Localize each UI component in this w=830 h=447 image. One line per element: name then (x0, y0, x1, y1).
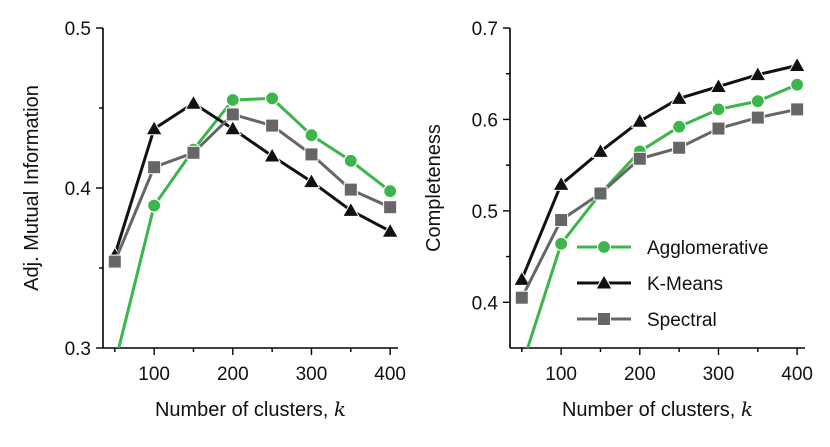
x-tick-label: 100 (138, 364, 170, 385)
data-point (514, 290, 529, 305)
data-point (672, 140, 687, 155)
data-point (512, 270, 531, 286)
x-tick-label: 100 (545, 364, 577, 385)
data-point (108, 358, 121, 371)
data-point (672, 119, 687, 134)
chart-completeness: 100 200 300 400 0.4 0.5 0.6 0.7 Number of cluste… (423, 19, 813, 421)
data-point (304, 147, 319, 162)
y-tick-label: 0.4 (472, 293, 499, 314)
data-point (748, 65, 767, 82)
data-point (147, 160, 162, 175)
legend-marker (595, 273, 613, 290)
data-point (343, 153, 358, 168)
series-line (520, 64, 798, 281)
data-point (225, 92, 240, 108)
data-point (670, 89, 688, 105)
legend-marker (596, 239, 612, 255)
data-point (265, 91, 280, 106)
y-tick-label: 0.5 (472, 202, 498, 223)
data-point (383, 200, 398, 215)
legend-label: Agglomerative (647, 238, 768, 259)
series-spectral (107, 107, 398, 269)
data-point (265, 118, 280, 133)
data-point (790, 77, 805, 92)
plot-area (512, 56, 806, 373)
data-point (554, 236, 569, 251)
x-axis-title: Number of clusters, k (155, 397, 346, 421)
x-axis-title-text: Number of clusters, (155, 399, 334, 421)
plot-area (105, 91, 399, 371)
legend-label: Spectral (647, 310, 717, 331)
data-point (381, 222, 399, 238)
series-line (113, 101, 391, 256)
data-point (107, 254, 122, 269)
series-k-means (512, 56, 806, 286)
series-line (117, 96, 392, 348)
data-point (302, 172, 321, 189)
series-spectral (514, 102, 805, 305)
y-tick-label: 0.5 (65, 19, 91, 40)
data-point (225, 107, 240, 122)
data-point (383, 184, 398, 199)
y-tick-label: 0.4 (65, 179, 92, 200)
data-point (788, 56, 806, 72)
data-point (790, 102, 805, 117)
y-tick-label: 0.3 (65, 339, 91, 360)
legend: Agglomerative K-Means Spectral (577, 238, 768, 331)
data-point (750, 110, 765, 125)
data-point (630, 112, 649, 128)
x-axis-title-variable: k (334, 397, 346, 421)
x-tick-label: 400 (374, 364, 406, 385)
data-point (186, 145, 201, 160)
data-point (341, 201, 360, 217)
legend-entry: Spectral (577, 310, 717, 331)
legend-marker (597, 312, 611, 326)
data-point (711, 102, 726, 117)
x-tick-label: 300 (703, 364, 735, 385)
data-point (304, 128, 319, 143)
x-axis-title: Number of clusters, k (562, 397, 753, 421)
data-point (750, 94, 765, 109)
data-point (223, 119, 242, 136)
y-axis-title: Adj. Mutual Information (21, 85, 43, 291)
data-point (184, 94, 203, 110)
legend-entry: K-Means (577, 273, 723, 295)
series-agglomerative (108, 91, 398, 371)
data-point (554, 213, 569, 227)
x-tick-label: 200 (624, 364, 656, 385)
data-point (263, 146, 281, 163)
data-point (552, 175, 570, 191)
data-point (343, 182, 358, 197)
data-point (591, 142, 610, 158)
x-axis-title-text: Number of clusters, (562, 399, 741, 421)
data-point (593, 186, 608, 201)
y-tick-label: 0.6 (472, 110, 498, 131)
legend-label: K-Means (647, 274, 723, 295)
data-point (711, 121, 726, 136)
data-point (515, 360, 528, 373)
x-tick-label: 400 (781, 364, 813, 385)
y-axis-title: Completeness (423, 124, 445, 252)
data-point (632, 151, 647, 166)
x-tick-label: 300 (296, 364, 328, 385)
data-point (145, 119, 163, 136)
y-tick-label: 0.7 (472, 19, 498, 40)
data-point (709, 77, 728, 94)
x-tick-label: 200 (217, 364, 249, 385)
data-point (147, 198, 162, 213)
legend-entry: Agglomerative (577, 238, 768, 259)
chart-adjusted-mutual-information: 100 200 300 400 0.3 0.4 0.5 Number of clusters,… (21, 19, 406, 421)
x-axis-title-variable: k (741, 397, 753, 421)
